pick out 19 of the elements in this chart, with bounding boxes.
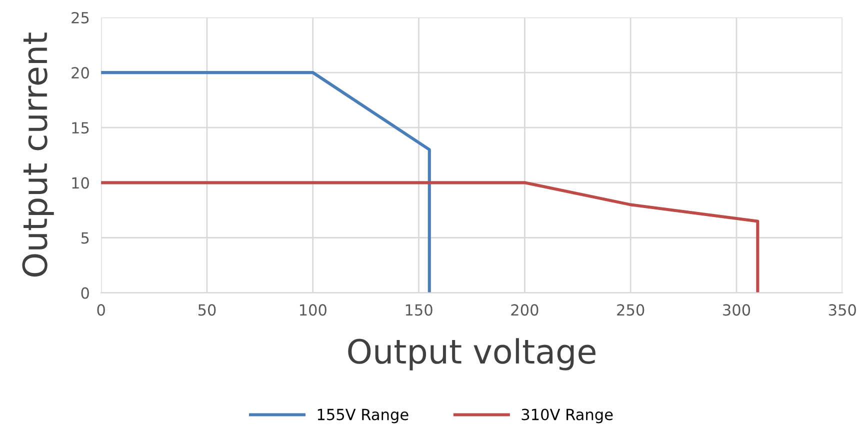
- y-tick-label: 10: [72, 177, 89, 189]
- legend-label: 155V Range: [318, 408, 408, 424]
- x-tick-label: 300: [723, 304, 750, 316]
- x-tick-label: 100: [300, 304, 326, 316]
- y-tick-label: 0: [81, 287, 89, 299]
- x-tick-label: 0: [97, 304, 105, 316]
- legend-label: 310V Range: [522, 408, 613, 424]
- y-tick-label: 5: [81, 232, 89, 244]
- y-axis-title: Output current: [22, 32, 54, 277]
- line-series: [101, 181, 760, 293]
- y-tick-label: 25: [72, 12, 89, 24]
- y-tick-label: 20: [72, 67, 89, 79]
- x-tick-label: 350: [828, 304, 856, 316]
- x-tick-label: 150: [406, 304, 432, 316]
- x-tick-label: 250: [617, 304, 644, 316]
- x-axis-title: Output voltage: [348, 338, 596, 370]
- y-tick-label: 15: [72, 122, 89, 134]
- x-tick-label: 200: [511, 304, 538, 316]
- x-tick-label: 50: [198, 304, 216, 316]
